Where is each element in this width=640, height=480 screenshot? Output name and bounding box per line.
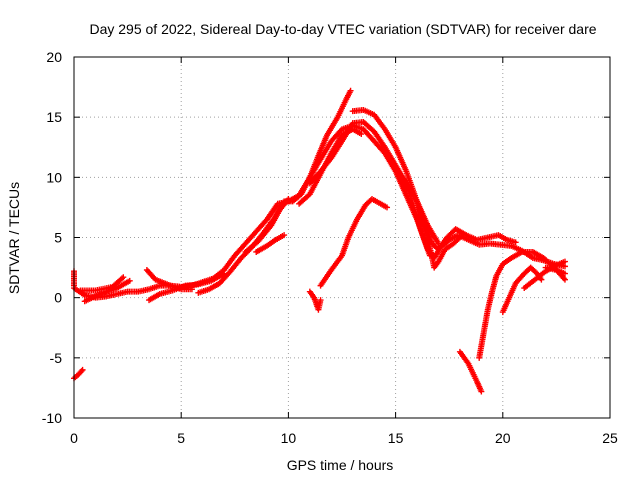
y-tick-label: 0 [54,290,62,306]
data-point [561,258,568,265]
series-track-h [195,87,354,296]
x-tick-label: 25 [602,430,618,446]
data-point [358,131,365,138]
data-point [285,195,292,202]
data-point [478,388,485,395]
series-track-d [77,274,127,294]
series-track-v [542,264,568,277]
y-tick-label: 5 [54,230,62,246]
series-track-i [253,232,288,255]
data-point [455,235,462,242]
series-track-t [499,264,545,316]
x-tick-label: 5 [177,430,185,446]
data-points [71,87,568,395]
series-track-o [317,195,391,289]
chart-title: Day 295 of 2022, Sidereal Day-to-day VTE… [89,21,596,37]
series-track-e [81,277,133,305]
data-point [79,366,86,373]
data-point [126,277,133,284]
series-track-r [456,348,485,395]
series-track-p [396,174,568,270]
x-tick-label: 10 [281,430,297,446]
series-track-k [296,126,365,207]
data-point [347,87,354,94]
data-point [188,286,195,293]
data-point [456,234,463,241]
series-track-m [349,106,519,253]
series-track-j [242,195,292,255]
series-track-a [71,366,86,382]
data-point [317,297,324,304]
x-tick-label: 0 [70,430,78,446]
y-tick-label: 15 [46,109,62,125]
series-track-g [143,266,195,293]
axis-ticks: 0 5 10 15 20 25 -10 -5 0 5 10 15 20 [42,49,618,446]
data-point [561,276,568,283]
x-tick-label: 20 [495,430,511,446]
data-point [78,368,85,375]
data-point [281,232,288,239]
series-track-n [306,288,324,313]
grid-lines [74,57,610,418]
y-tick-label: 20 [46,49,62,65]
y-tick-label: -10 [42,410,62,426]
y-tick-label: -5 [50,350,63,366]
series-track-q [414,204,463,271]
y-axis-label: SDTVAR / TECUs [6,182,22,294]
data-point [561,270,568,277]
data-point [384,204,391,211]
x-tick-label: 15 [388,430,404,446]
series-track-c [71,122,433,301]
data-point [120,274,127,281]
y-tick-label: 10 [46,169,62,185]
data-point [512,239,519,246]
x-axis-label: GPS time / hours [287,457,394,473]
